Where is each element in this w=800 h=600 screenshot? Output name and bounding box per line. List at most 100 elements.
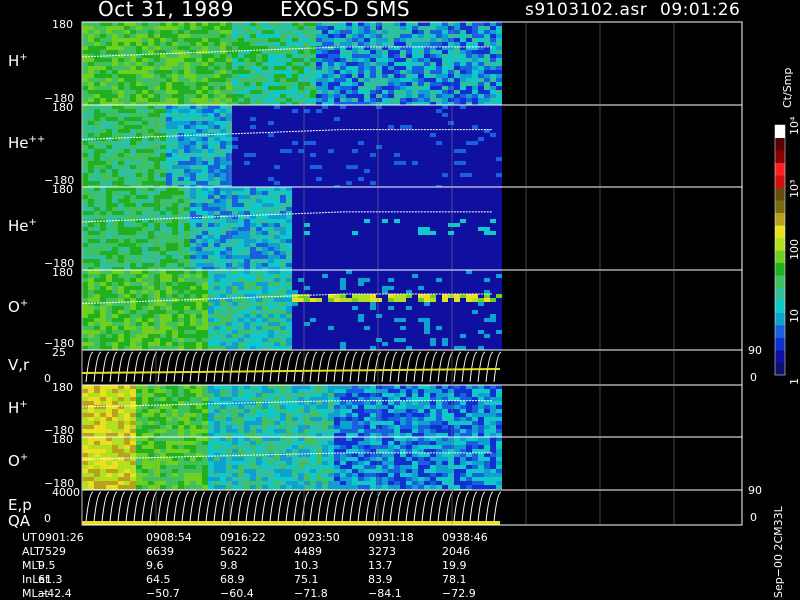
spectrogram-cell [208, 251, 214, 255]
spectrogram-cell [106, 227, 112, 231]
spectrogram-cell [154, 334, 160, 338]
spectrogram-cell [130, 286, 136, 290]
spectrogram-cell [406, 149, 412, 153]
spectrogram-cell [412, 117, 418, 121]
spectrogram-cell [484, 207, 490, 211]
spectrogram-cell [220, 70, 226, 74]
spectrogram-cell [334, 66, 340, 70]
spectrogram-cell [490, 46, 496, 50]
spectrogram-cell [238, 153, 244, 157]
spectrogram-cell [178, 54, 184, 58]
spectrogram-cell [160, 161, 166, 165]
spectrogram-cell [292, 70, 298, 74]
spectrogram-cell [478, 54, 484, 58]
spectrogram-cell [238, 255, 244, 259]
spectrogram-cell [256, 46, 262, 50]
spectrogram-cell [274, 50, 280, 54]
spectrogram-cell [304, 181, 310, 185]
spectrogram-cell [436, 255, 442, 259]
spectrogram-cell [172, 278, 178, 282]
spectrogram-cell [268, 54, 274, 58]
spectrogram-cell [340, 62, 346, 66]
spectrogram-cell [292, 211, 298, 215]
spectrogram-cell [280, 34, 286, 38]
spectrogram-cell [376, 82, 382, 86]
spectrogram-cell [304, 62, 310, 66]
spectrogram-cell [172, 231, 178, 235]
spectrogram-cell [172, 74, 178, 78]
spectrogram-cell [436, 82, 442, 86]
spectrogram-cell [112, 121, 118, 125]
spectrogram-cell [418, 129, 424, 133]
spectrogram-cell [418, 207, 424, 211]
spectrogram-cell [226, 50, 232, 54]
spectrogram-cell [220, 113, 226, 117]
spectrogram-cell [448, 227, 454, 231]
spectrogram-cell [148, 137, 154, 141]
spectrogram-cell [196, 274, 202, 278]
spectrogram-cell [358, 109, 364, 113]
spectrogram-cell [400, 219, 406, 223]
spectrogram-cell [88, 113, 94, 117]
spectrogram-cell [100, 314, 106, 318]
spectrogram-cell [124, 149, 130, 153]
spectrogram-cell [376, 145, 382, 149]
spectrogram-cell [412, 141, 418, 145]
spectrogram-cell [118, 330, 124, 334]
spectrogram-cell [184, 125, 190, 129]
spectrogram-cell [394, 267, 400, 270]
spectrogram-cell [238, 251, 244, 255]
spectrogram-cell [214, 207, 220, 211]
spectrogram-cell [196, 314, 202, 318]
spectrogram-cell [232, 177, 238, 181]
spectrogram-cell [268, 94, 274, 98]
spectrogram-cell [190, 223, 196, 227]
spectrogram-cell [400, 86, 406, 90]
spectrogram-cell [118, 181, 124, 185]
spectrogram-cell [178, 227, 184, 231]
spectrogram-cell [388, 211, 394, 215]
spectrogram-cell [184, 50, 190, 54]
spectrogram-cell [136, 90, 142, 94]
spectrogram-cell [94, 278, 100, 282]
spectrogram-cell [382, 137, 388, 141]
spectrogram-cell [298, 219, 304, 223]
spectrogram-cell [196, 302, 202, 306]
spectrogram-cell [322, 22, 328, 26]
spectrogram-cell [196, 306, 202, 310]
spectrogram-cell [220, 149, 226, 153]
spectrogram-cell [454, 157, 460, 161]
spectrogram-cell [484, 255, 490, 259]
spectrogram-cell [154, 302, 160, 306]
spectrogram-cell [130, 153, 136, 157]
spectrogram-cell [106, 109, 112, 113]
spectrogram-cell [280, 109, 286, 113]
spectrogram-cell [238, 306, 244, 310]
spectrogram-cell [268, 177, 274, 181]
spectrogram-cell [118, 294, 124, 298]
spectrogram-cell [220, 314, 226, 318]
spectrogram-cell [394, 26, 400, 30]
spectrogram-cell [376, 70, 382, 74]
spectrogram-cell [322, 133, 328, 137]
spectrogram-cell [196, 199, 202, 203]
spectrogram-cell [82, 306, 88, 310]
spectrogram-cell [82, 199, 88, 203]
spectrogram-cell [244, 145, 250, 149]
spectrogram-cell [208, 66, 214, 70]
spectrogram-cell [154, 310, 160, 314]
spectrogram-cell [208, 294, 214, 298]
spectrogram-cell [208, 78, 214, 82]
spectrogram-cell [454, 231, 460, 235]
spectrogram-cell [106, 173, 112, 177]
spectrogram-cell [82, 211, 88, 215]
spectrogram-cell [340, 191, 346, 195]
spectrogram-cell [166, 211, 172, 215]
spectrogram-cell [424, 54, 430, 58]
spectrogram-cell [334, 125, 340, 129]
spectrogram-cell [358, 82, 364, 86]
spectrogram-cell [160, 149, 166, 153]
spectrogram-cell [268, 58, 274, 62]
spectrogram-cell [106, 282, 112, 286]
spectrogram-cell [388, 117, 394, 121]
